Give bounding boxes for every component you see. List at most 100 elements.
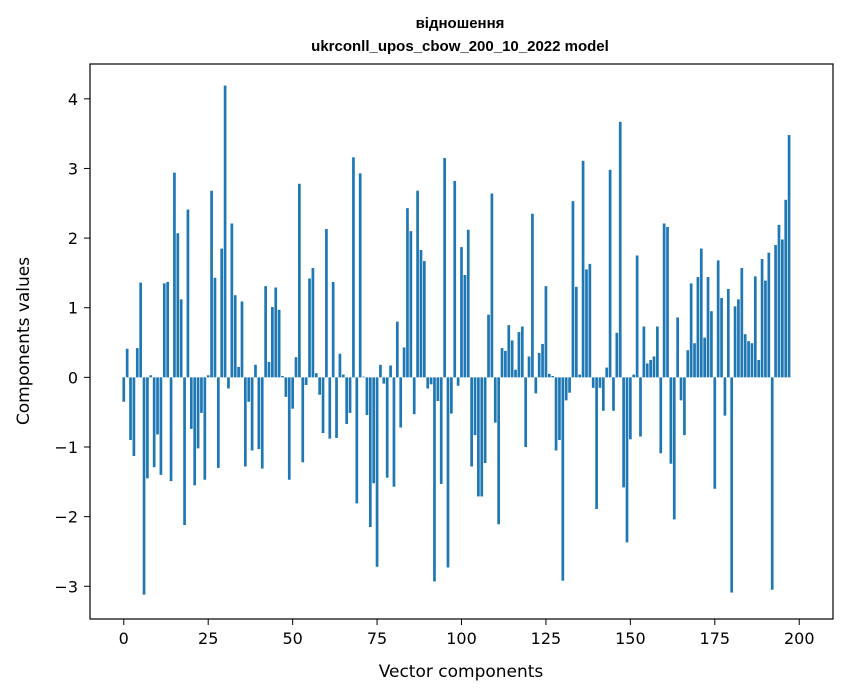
x-axis-label: Vector components <box>379 662 544 682</box>
bar-134 <box>574 286 578 378</box>
x-tick-label: 150 <box>615 629 646 648</box>
x-tick-label: 125 <box>531 629 562 648</box>
bar-189 <box>760 258 764 378</box>
y-tick-label: −3 <box>54 577 78 596</box>
bar-195 <box>780 239 784 378</box>
bar-23 <box>200 377 203 413</box>
bar-10 <box>156 377 159 435</box>
bar-71 <box>362 376 365 378</box>
bar-97 <box>450 377 453 414</box>
bar-99 <box>456 377 460 386</box>
bar-98 <box>453 180 457 378</box>
bar-149 <box>625 377 629 543</box>
bar-181 <box>733 306 737 378</box>
bar-135 <box>578 374 582 378</box>
bar-188 <box>757 359 761 378</box>
bar-133 <box>571 201 575 378</box>
y-tick-label: −2 <box>54 508 78 527</box>
bar-153 <box>639 377 642 437</box>
bar-70 <box>358 173 362 378</box>
y-tick-label: 0 <box>68 368 78 387</box>
bar-50 <box>291 377 294 409</box>
bar-51 <box>294 357 298 378</box>
bar-36 <box>244 377 247 467</box>
x-tick-label: 25 <box>198 629 218 648</box>
bar-77 <box>382 377 386 384</box>
y-tick-label: 1 <box>68 299 78 318</box>
bar-5 <box>139 282 143 378</box>
bar-34 <box>237 366 240 378</box>
bar-72 <box>365 377 369 415</box>
bar-103 <box>470 377 473 467</box>
bar-74 <box>372 377 376 484</box>
bar-128 <box>554 377 558 451</box>
bar-54 <box>304 377 308 386</box>
bar-170 <box>696 277 700 378</box>
bar-27 <box>213 277 217 378</box>
y-tick-label: 3 <box>68 159 78 178</box>
y-tick-label: −1 <box>54 438 78 457</box>
bar-59 <box>321 377 325 434</box>
x-tick-label: 200 <box>784 629 815 648</box>
bar-41 <box>260 377 264 469</box>
bar-26 <box>210 190 213 378</box>
bar-168 <box>689 283 693 378</box>
bar-143 <box>605 367 609 378</box>
bar-46 <box>277 309 281 378</box>
bar-125 <box>544 286 548 378</box>
bar-47 <box>281 375 284 378</box>
bar-187 <box>753 276 757 378</box>
bar-85 <box>409 231 413 378</box>
bar-172 <box>703 337 707 378</box>
bar-102 <box>466 229 470 378</box>
x-tick-label: 0 <box>119 629 129 648</box>
bar-121 <box>531 213 534 378</box>
bar-90 <box>426 377 430 389</box>
bar-155 <box>645 363 649 378</box>
bar-86 <box>412 377 416 415</box>
bar-193 <box>774 245 777 378</box>
bar-107 <box>483 377 487 464</box>
plot-frame <box>89 63 834 620</box>
bar-112 <box>500 348 504 378</box>
bar-183 <box>740 268 744 378</box>
bar-30 <box>223 85 227 378</box>
bar-94 <box>439 377 443 484</box>
bar-28 <box>216 377 220 468</box>
bar-175 <box>713 377 717 489</box>
bar-150 <box>629 377 632 440</box>
bar-16 <box>176 233 180 378</box>
bar-68 <box>352 157 355 378</box>
bar-66 <box>345 377 349 425</box>
bar-122 <box>534 377 538 394</box>
bar-119 <box>524 377 528 447</box>
bar-145 <box>612 377 615 411</box>
bar-139 <box>591 377 595 388</box>
bar-44 <box>271 307 274 378</box>
bars-group <box>122 85 791 595</box>
bar-161 <box>666 226 669 378</box>
bar-173 <box>706 277 710 378</box>
bar-197 <box>787 135 791 378</box>
bar-2 <box>129 377 132 441</box>
bar-113 <box>504 350 507 378</box>
bar-191 <box>767 252 771 378</box>
bar-117 <box>517 332 521 378</box>
bar-154 <box>642 326 646 378</box>
bar-105 <box>477 377 480 497</box>
bar-167 <box>686 350 690 378</box>
bar-163 <box>672 377 676 520</box>
bar-73 <box>368 377 372 528</box>
bar-137 <box>585 269 588 378</box>
bar-45 <box>274 287 278 378</box>
bar-17 <box>179 299 183 378</box>
bar-32 <box>230 223 234 378</box>
bar-35 <box>240 301 244 378</box>
bar-64 <box>338 353 342 378</box>
bar-132 <box>568 377 571 393</box>
bar-4 <box>135 348 139 378</box>
bar-31 <box>227 377 230 389</box>
bar-177 <box>720 297 723 378</box>
bar-14 <box>169 377 173 482</box>
